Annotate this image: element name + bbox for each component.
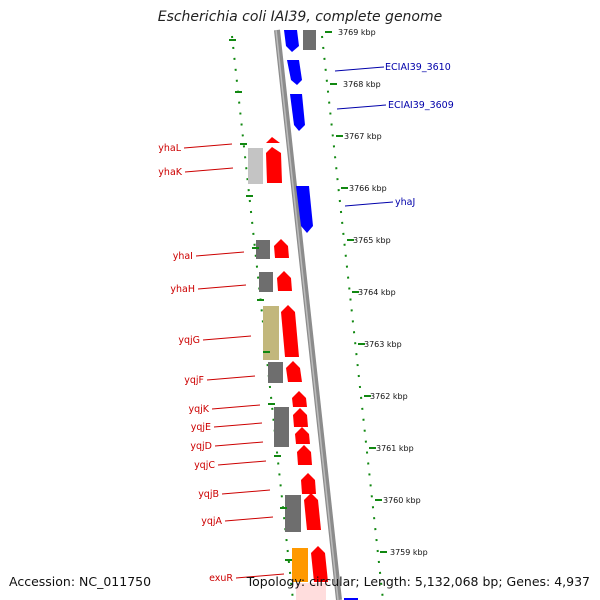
- gene-gray-top: [303, 30, 316, 50]
- gene-label-yhaI: yhaI: [173, 251, 193, 262]
- tick-label: 3766 kbp: [349, 184, 387, 193]
- gene-label-exuR: exuR: [209, 573, 233, 584]
- gene-label-yqjC: yqjC: [194, 460, 215, 471]
- gene-yhaI: [274, 239, 289, 258]
- right-labels: [334, 66, 394, 207]
- gene-yhaH: [277, 271, 292, 291]
- gene-label-yhaJ: yhaJ: [395, 197, 415, 208]
- gene-yhaI-gray: [256, 240, 270, 259]
- map-title: Escherichia coli IAI39, complete genome: [157, 9, 443, 25]
- gene-yhaK-light: [248, 148, 263, 184]
- tick-label: 3763 kbp: [364, 340, 402, 349]
- gene-label-yqjK: yqjK: [188, 404, 209, 415]
- gene-ECIAI39_3610: [287, 60, 302, 85]
- gene-reverse-3769: [284, 30, 299, 52]
- gene-yqjE: [293, 408, 308, 427]
- tick-marks-left: [229, 39, 292, 561]
- gene-label-yqjF: yqjF: [184, 375, 204, 386]
- gene-exuR: [311, 546, 328, 582]
- tick-label: 3762 kbp: [370, 392, 408, 401]
- gene-label-yqjA: yqjA: [201, 516, 222, 527]
- gene-yqjK-gray: [274, 407, 289, 447]
- tick-label: 3765 kbp: [353, 236, 391, 245]
- gene-label-yhaL: yhaL: [158, 143, 181, 154]
- tick-label: 3768 kbp: [343, 80, 381, 89]
- gene-label-yqjE: yqjE: [191, 422, 211, 433]
- gene-label-yqjB: yqjB: [198, 489, 219, 500]
- gene-label-yqjD: yqjD: [190, 441, 212, 452]
- gene-yqjG-olive: [263, 306, 279, 360]
- gene-label-yhaK: yhaK: [158, 167, 182, 178]
- tick-label: 3761 kbp: [376, 444, 414, 453]
- gene-yqjG: [281, 305, 299, 357]
- gene-label-yhaH: yhaH: [170, 284, 195, 295]
- gene-yhaH-gray: [259, 272, 273, 292]
- gene-yhaL-block: [266, 137, 282, 183]
- tick-label: 3759 kbp: [390, 548, 428, 557]
- tick-label: 3764 kbp: [358, 288, 396, 297]
- gene-yqjF-gray: [268, 362, 283, 383]
- gene-label-ECIAI39_3610: ECIAI39_3610: [385, 62, 451, 73]
- gene-yqjB: [301, 473, 316, 494]
- genome-backbone: [274, 29, 342, 600]
- gene-yqjD: [295, 427, 310, 444]
- gene-pink-bottom: [296, 583, 326, 600]
- gene-yqjA-gray: [285, 495, 301, 532]
- accession-text: Accession: NC_011750: [9, 574, 152, 589]
- genome-summary-text: Topology: circular; Length: 5,132,068 bp…: [246, 574, 590, 589]
- gene-yqjF: [286, 361, 302, 382]
- gene-label-ECIAI39_3609: ECIAI39_3609: [388, 100, 454, 111]
- gene-yhaJ: [296, 186, 313, 233]
- gene-exuR-orange: [292, 548, 308, 582]
- gene-yqjA: [304, 493, 321, 530]
- gene-label-yqjG: yqjG: [178, 335, 200, 346]
- left-leader-lines: [183, 143, 285, 579]
- tick-label: 3760 kbp: [383, 496, 421, 505]
- tick-label: 3767 kbp: [344, 132, 382, 141]
- tick-label: 3769 kbp: [338, 28, 376, 37]
- tick-marks: [325, 31, 387, 553]
- gene-yqjK: [292, 391, 307, 407]
- gene-yqjC: [297, 445, 312, 465]
- gene-ECIAI39_3609: [290, 94, 305, 131]
